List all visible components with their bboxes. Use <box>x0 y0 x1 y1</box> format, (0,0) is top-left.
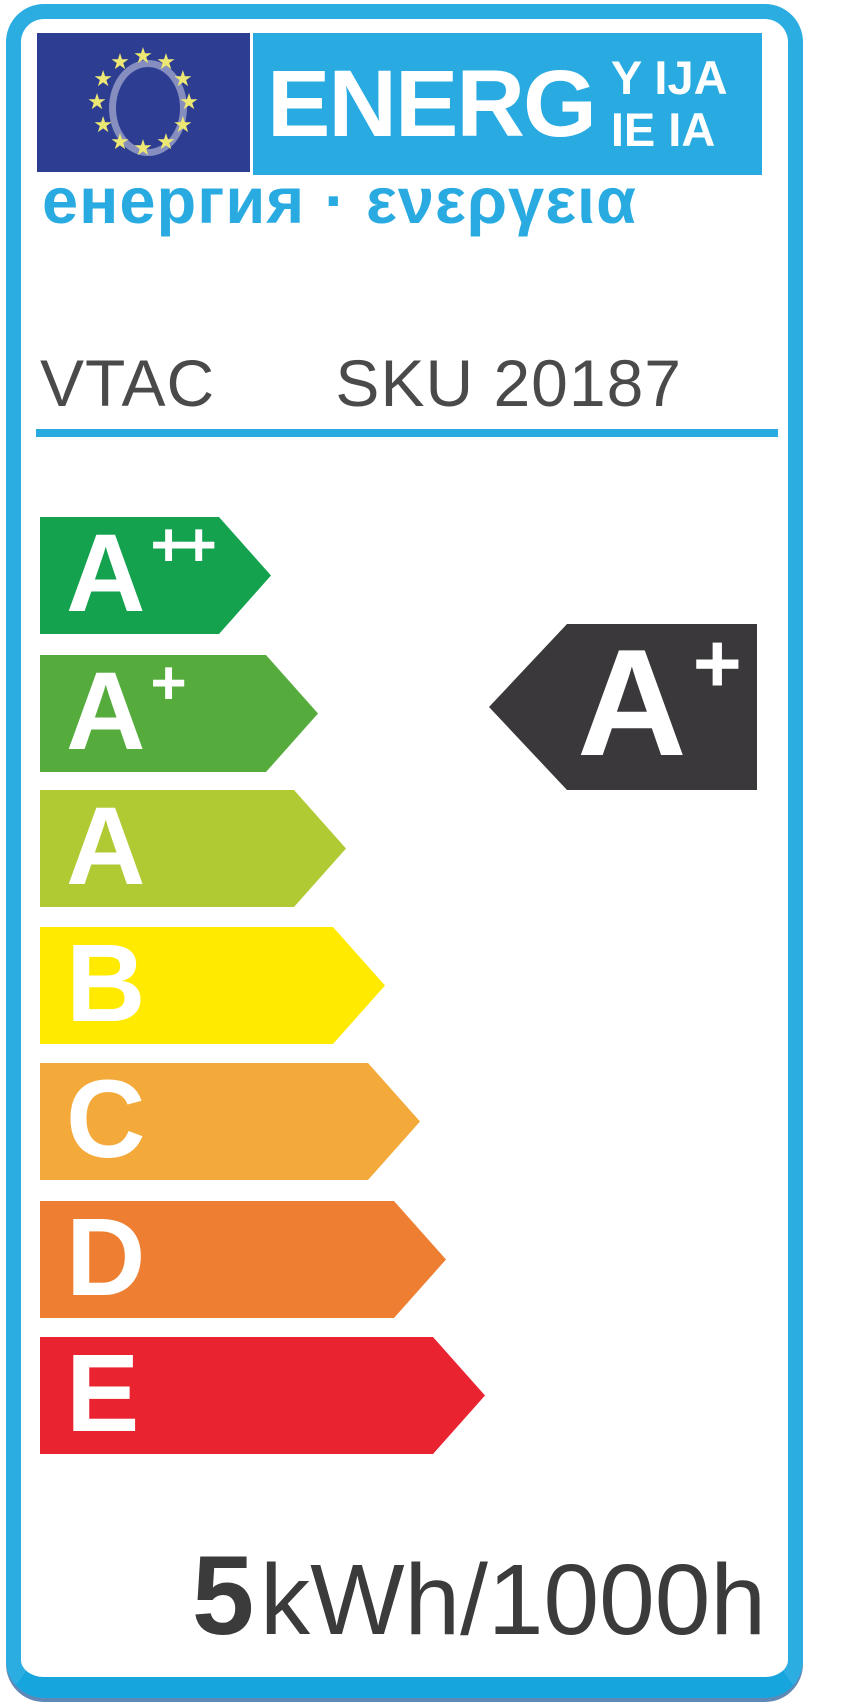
rating-grade: A <box>66 649 146 773</box>
rating-grade: E <box>66 1331 140 1455</box>
rating-grade: B <box>66 921 146 1045</box>
rating-grade: A <box>66 784 146 908</box>
rating-grade: A <box>66 511 146 635</box>
rating-row-C: C <box>40 1063 420 1180</box>
star-icon: ★ <box>172 66 193 91</box>
rating-row-A+: A + <box>40 655 318 772</box>
rating-row-E: E <box>40 1337 485 1454</box>
selected-rating-grade: A <box>577 618 687 788</box>
consumption-unit: kWh/1000h <box>260 1544 766 1656</box>
star-icon: ★ <box>93 112 114 137</box>
energy-consumption: 5kWh/1000h <box>0 1540 766 1652</box>
consumption-value: 5 <box>191 1533 255 1658</box>
star-icon: ★ <box>110 128 130 154</box>
star-icon: ★ <box>179 89 199 114</box>
brand-row: VTAC SKU 20187 <box>40 350 682 416</box>
star-icon: ★ <box>172 112 193 137</box>
eu-flag: ★ ★ ★ ★ ★ ★ ★ ★ ★ ★ ★ ★ <box>37 33 250 172</box>
star-icon: ★ <box>156 49 176 75</box>
star-icon: ★ <box>133 135 153 160</box>
energ-text: ENERG <box>267 50 597 157</box>
rating-row-B: B <box>40 927 385 1044</box>
energ-suffix-line1: Y IJA <box>610 51 728 105</box>
product-sku: SKU 20187 <box>335 346 682 420</box>
star-icon: ★ <box>156 128 176 154</box>
energ-header-box: ENERG Y IJA IE IA <box>253 33 762 175</box>
rating-grade: C <box>66 1057 146 1181</box>
rating-sup: ++ <box>150 510 211 580</box>
star-icon: ★ <box>110 49 130 75</box>
selected-rating-sup: + <box>692 616 742 710</box>
rating-row-D: D <box>40 1201 446 1318</box>
star-icon: ★ <box>133 43 153 68</box>
flag-ring <box>109 60 187 156</box>
energ-suffix-line2: IE IA <box>610 103 716 156</box>
energy-subtitle: енергия · ενεργεια <box>42 164 638 237</box>
rating-sup: + <box>150 648 181 718</box>
rating-grade: D <box>66 1195 146 1319</box>
star-icon: ★ <box>93 66 114 91</box>
energ-language-suffixes: Y IJA IE IA <box>611 54 728 154</box>
rating-row-A: A <box>40 790 346 907</box>
rating-row-A++: A ++ <box>40 517 271 634</box>
star-icon: ★ <box>87 89 107 114</box>
divider-rule <box>36 429 778 437</box>
brand-name: VTAC <box>40 346 216 420</box>
